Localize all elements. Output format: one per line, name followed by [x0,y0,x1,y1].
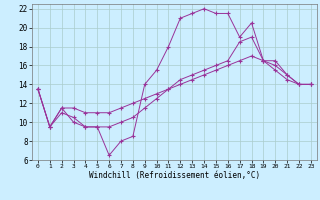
X-axis label: Windchill (Refroidissement éolien,°C): Windchill (Refroidissement éolien,°C) [89,171,260,180]
